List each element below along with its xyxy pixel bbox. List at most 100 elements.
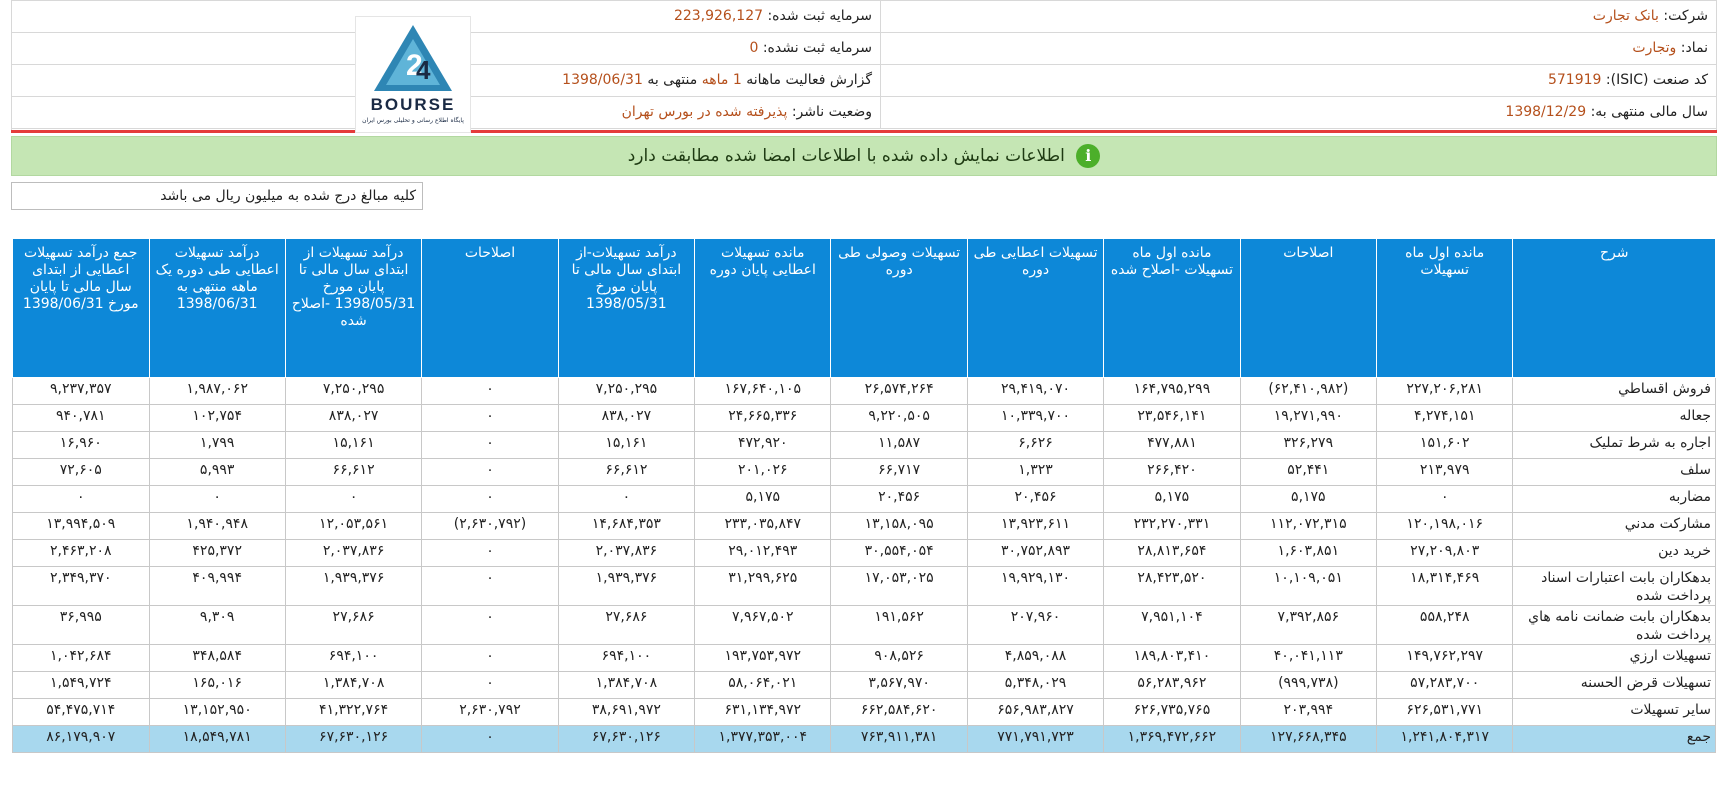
table-cell: ۱,۹۸۷,۰۶۲	[148, 377, 286, 405]
symbol-cell: نماد: وتجارت	[880, 33, 1716, 64]
table-cell: ۰	[421, 485, 559, 513]
company-cell: شرکت: بانک تجارت	[880, 1, 1716, 32]
isic-label: کد صنعت (ISIC):	[1605, 72, 1708, 88]
column-header: جمع درآمد تسهیلات اعطایی از ابتدای سال م…	[12, 238, 150, 378]
table-cell: ۲۷,۶۸۶	[284, 605, 423, 645]
table-cell: ۱۸۹,۸۰۳,۴۱۰	[1103, 644, 1241, 672]
row-description: تسهيلات ارزي	[1512, 644, 1716, 672]
column-header: درآمد تسهیلات-از ابتدای سال مالی تا پایا…	[557, 238, 696, 378]
table-cell: ۲۴,۶۶۵,۳۳۶	[694, 404, 832, 432]
row-description: مشارکت مدني	[1512, 512, 1716, 540]
table-cell: ۱۵,۱۶۱	[284, 431, 423, 459]
table-cell: ۲,۶۳۰,۷۹۲	[421, 698, 559, 726]
table-cell: ۸۶,۱۷۹,۹۰۷	[12, 725, 150, 753]
info-row-3: کد صنعت (ISIC): 571919 گزارش فعالیت ماها…	[12, 65, 1716, 97]
table-cell: ۳۲۶,۲۷۹	[1239, 431, 1378, 459]
table-cell: ۱۷,۰۵۳,۰۲۵	[830, 566, 968, 606]
info-row-4: سال مالی منتهی به: 1398/12/29 وضعیت ناشر…	[12, 97, 1716, 129]
table-cell: ۵۸,۰۶۴,۰۲۱	[694, 671, 832, 699]
table-cell: ۳۸,۶۹۱,۹۷۲	[557, 698, 696, 726]
row-description: فروش اقساطي	[1512, 377, 1716, 405]
table-cell: ۱,۶۰۳,۸۵۱	[1239, 539, 1378, 567]
table-cell: ۱۹۱,۵۶۲	[830, 605, 968, 645]
table-cell: ۱۱۲,۰۷۲,۳۱۵	[1239, 512, 1378, 540]
table-row: بدهکاران بابت اعتبارات اسناد پرداخت شده ۱…	[12, 566, 1716, 606]
table-cell: ۶۲۶,۷۳۵,۷۶۵	[1103, 698, 1241, 726]
table-cell: ۶۹۴,۱۰۰	[557, 644, 696, 672]
report-mid: منتهی به	[647, 72, 698, 88]
table-cell: ۵۶,۲۸۳,۹۶۲	[1103, 671, 1241, 699]
table-cell: ۱۲۷,۶۶۸,۳۴۵	[1239, 725, 1378, 753]
table-cell: ۸۳۸,۰۲۷	[284, 404, 423, 432]
table-cell: ۱۵,۱۶۱	[557, 431, 696, 459]
table-cell: ۸۳۸,۰۲۷	[557, 404, 696, 432]
table-cell: ۵,۱۷۵	[1103, 485, 1241, 513]
report-title-cell: گزارش فعالیت ماهانه 1 ماهه منتهی به 1398…	[280, 65, 880, 96]
column-header: مانده اول ماه تسهیلات	[1376, 238, 1514, 378]
column-header: مانده اول ماه تسهیلات -اصلاح شده	[1103, 238, 1241, 378]
table-cell: ۰	[421, 539, 559, 567]
table-cell: ۱,۲۴۱,۸۰۴,۳۱۷	[1376, 725, 1514, 753]
table-cell: ۷۷۱,۷۹۱,۷۲۳	[966, 725, 1105, 753]
table-cell: ۰	[148, 485, 286, 513]
report-period: 1 ماهه	[701, 72, 742, 88]
table-cell: ۰	[1376, 485, 1514, 513]
table-cell: ۲۱۳,۹۷۹	[1376, 458, 1514, 486]
currency-note: کلیه مبالغ درج شده به میلیون ریال می باش…	[11, 182, 423, 210]
table-cell: ۷,۳۹۲,۸۵۶	[1239, 605, 1378, 645]
table-cell: ۲,۰۳۷,۸۳۶	[284, 539, 423, 567]
table-row: مضاربه ۰ ۵,۱۷۵ ۵,۱۷۵ ۲۰,۴۵۶ ۲۰,۴۵۶ ۵,۱۷۵ ۰ ۰ ۰ ۰ ۰	[12, 485, 1716, 513]
row-description: جمع	[1512, 725, 1716, 753]
svg-text:2: 2	[406, 49, 423, 82]
logo-text: BOURSE	[370, 95, 456, 114]
row-description: ساير تسهيلات	[1512, 698, 1716, 726]
table-cell: ۱۹,۲۷۱,۹۹۰	[1239, 404, 1378, 432]
table-cell: ۱,۰۴۲,۶۸۴	[12, 644, 150, 672]
isic-value: 571919	[1547, 72, 1602, 88]
table-cell: ۳۱,۲۹۹,۶۲۵	[694, 566, 832, 606]
table-cell: ۲۰۳,۹۹۴	[1239, 698, 1378, 726]
column-header: تسهیلات اعطایی طی دوره	[966, 238, 1105, 378]
table-cell: ۱۲,۰۵۳,۵۶۱	[284, 512, 423, 540]
table-cell: ۴۰,۰۴۱,۱۱۳	[1239, 644, 1378, 672]
table-cell: ۳۰,۷۵۲,۸۹۳	[966, 539, 1105, 567]
table-cell: ۹,۲۳۷,۳۵۷	[12, 377, 150, 405]
table-cell: ۰	[421, 605, 559, 645]
table-cell: ۱,۳۸۴,۷۰۸	[557, 671, 696, 699]
table-cell: ۰	[421, 458, 559, 486]
table-cell: ۲۶۶,۴۲۰	[1103, 458, 1241, 486]
table-cell: ۶۷,۶۳۰,۱۲۶	[284, 725, 423, 753]
table-cell: ۱,۳۸۴,۷۰۸	[284, 671, 423, 699]
table-cell: ۱۵۱,۶۰۲	[1376, 431, 1514, 459]
table-cell: ۷,۲۵۰,۲۹۵	[284, 377, 423, 405]
company-link[interactable]: بانک تجارت	[1592, 8, 1659, 24]
table-cell: ۱۶۴,۷۹۵,۲۹۹	[1103, 377, 1241, 405]
symbol-label: نماد:	[1680, 40, 1708, 56]
table-cell: ۱۴۹,۷۶۲,۲۹۷	[1376, 644, 1514, 672]
table-cell: ۰	[421, 671, 559, 699]
row-description: خريد دين	[1512, 539, 1716, 567]
capital-registered-cell: سرمایه ثبت شده: 223,926,127	[280, 1, 880, 32]
table-cell: ۱۲۰,۱۹۸,۰۱۶	[1376, 512, 1514, 540]
row-description: تسهيلات قرض الحسنه	[1512, 671, 1716, 699]
table-cell: ۱,۷۹۹	[148, 431, 286, 459]
table-cell: ۲۰,۴۵۶	[830, 485, 968, 513]
symbol-link[interactable]: وتجارت	[1632, 40, 1677, 56]
table-cell: ۲۷,۶۸۶	[557, 605, 696, 645]
table-cell: ۰	[421, 725, 559, 753]
table-cell: ۱,۳۶۹,۴۷۲,۶۶۲	[1103, 725, 1241, 753]
table-cell: ۴,۸۵۹,۰۸۸	[966, 644, 1105, 672]
table-cell: ۷,۹۶۷,۵۰۲	[694, 605, 832, 645]
table-cell: ۲,۳۴۹,۳۷۰	[12, 566, 150, 606]
table-cell: ۶۷,۶۳۰,۱۲۶	[557, 725, 696, 753]
table-cell: ۰	[557, 485, 696, 513]
table-cell: ۱۰۲,۷۵۴	[148, 404, 286, 432]
table-cell: ۶۳۱,۱۳۴,۹۷۲	[694, 698, 832, 726]
fiscal-year-value: 1398/12/29	[1505, 104, 1587, 120]
capital-unregistered-cell: سرمایه ثبت نشده: 0	[280, 33, 880, 64]
table-cell: ۴۷۲,۹۲۰	[694, 431, 832, 459]
column-header: اصلاحات	[421, 238, 559, 378]
bourse-logo[interactable]: 2 4 BOURSE پایگاه اطلاع رسانی و تحلیلی ب…	[355, 16, 471, 133]
table-cell: ۷,۹۵۱,۱۰۴	[1103, 605, 1241, 645]
table-cell: ۱۸,۵۴۹,۷۸۱	[148, 725, 286, 753]
